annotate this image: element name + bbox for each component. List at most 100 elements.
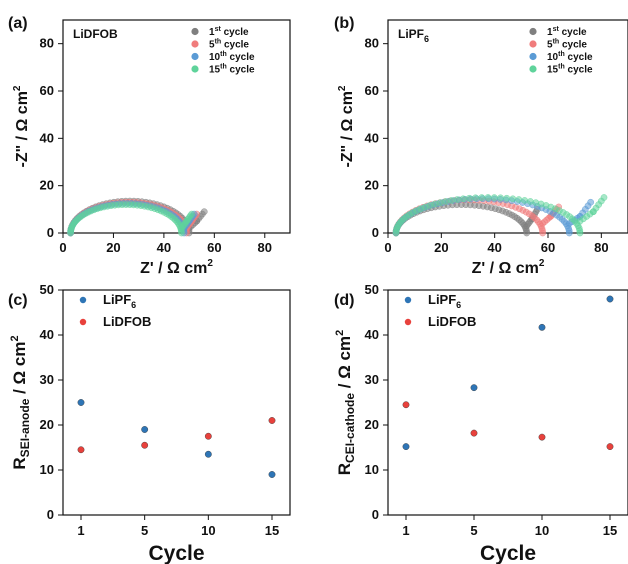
y-tick-label: 50 (365, 282, 379, 297)
data-point-lidfob (268, 417, 276, 424)
legend-label-subscript: 6 (131, 300, 136, 310)
legend-label-number: 5 (209, 40, 215, 51)
y-tick-label: 10 (365, 462, 379, 477)
legend-marker (529, 27, 537, 36)
y-axis-label-superscript: 2 (12, 85, 23, 91)
legend-label-number: 10 (547, 52, 559, 63)
x-axis-label: Cycle (148, 542, 204, 564)
data-point (587, 198, 595, 206)
data-point (459, 195, 467, 203)
data-point (484, 194, 492, 201)
panel-label: (a) (8, 15, 28, 32)
x-tick-label: 1 (77, 523, 84, 538)
legend-marker (529, 40, 537, 48)
x-axis-label-superscript: 2 (539, 258, 545, 269)
data-point (447, 197, 455, 204)
x-tick-label: 10 (535, 523, 549, 538)
data-point (200, 208, 208, 216)
y-axis-label: -Z" / Ω cm2 (12, 85, 31, 167)
y-tick-label: 60 (40, 83, 54, 98)
legend-marker (191, 65, 199, 73)
x-tick-label: 80 (594, 240, 608, 255)
data-point (565, 229, 573, 237)
data-point-lipf (141, 426, 149, 433)
legend-label: LiDFOB (103, 314, 151, 329)
chart-title-main: LiDFOB (73, 27, 118, 41)
data-point-lidfob (470, 429, 478, 437)
legend-label-main: LiPF (428, 292, 456, 307)
data-point-lidfob (204, 432, 212, 440)
y-axis-label: RCEI-cathode / Ω cm2 (334, 330, 357, 476)
data-point-lipf (538, 323, 546, 331)
data-point-lipf (204, 450, 212, 458)
x-tick-label: 40 (487, 240, 501, 255)
legend-label-superscript: th (220, 51, 227, 58)
plot-frame (387, 289, 628, 516)
y-axis-label-main: -Z" / Ω cm (339, 91, 356, 167)
x-axis-label-main: Z' / Ω cm (140, 260, 207, 277)
x-tick-label: 40 (157, 240, 171, 255)
y-tick-label: 20 (40, 417, 54, 432)
y-axis-label: -Z" / Ω cm2 (337, 85, 356, 167)
x-axis-label-superscript: 2 (207, 258, 213, 269)
plot-frame (387, 19, 628, 234)
y-tick-label: 40 (40, 327, 54, 342)
y-axis-label-subscript: CEI-cathode (343, 393, 357, 463)
data-point-lidfob (402, 401, 410, 409)
legend-label-number: 10 (209, 52, 221, 63)
y-tick-label: 0 (372, 225, 379, 240)
legend-marker (191, 27, 199, 36)
legend-label-suffix: cycle (221, 27, 249, 38)
legend-label-superscript: th (220, 64, 227, 71)
data-point-lipf (470, 384, 478, 392)
y-tick-label: 40 (365, 130, 379, 145)
legend-label: 5th cycle (209, 39, 249, 51)
x-tick-label: 20 (106, 240, 120, 255)
legend-label-suffix: cycle (565, 65, 593, 76)
y-tick-label: 30 (40, 372, 54, 387)
y-tick-label: 10 (40, 462, 54, 477)
legend-label-superscript: st (215, 26, 222, 33)
legend-label-main: LiPF (103, 292, 131, 307)
chart-title: LiDFOB (73, 27, 118, 41)
y-tick-label: 0 (47, 225, 54, 240)
y-axis-label-subscript: SEI-anode (18, 398, 32, 457)
y-axis-label-superscript: 2 (334, 330, 346, 336)
y-tick-label: 50 (40, 282, 54, 297)
x-tick-label: 15 (265, 523, 279, 538)
legend-label: 15th cycle (547, 64, 593, 76)
x-tick-label: 80 (258, 240, 272, 255)
legend-label: LiPF6 (103, 292, 136, 310)
legend-label-suffix: cycle (227, 52, 255, 63)
data-point (539, 229, 547, 237)
plot-frame (62, 289, 291, 516)
data-point (509, 195, 517, 203)
data-point-lipf (606, 295, 614, 303)
y-tick-label: 0 (372, 507, 379, 522)
legend-marker (79, 296, 87, 304)
plot-frame (62, 19, 291, 234)
legend-label: 10th cycle (209, 51, 255, 63)
y-axis-label-superscript: 2 (9, 335, 21, 341)
data-point-lipf (268, 471, 276, 478)
legend-label-superscript: th (558, 51, 565, 58)
legend-marker (191, 52, 199, 61)
x-tick-label: 60 (207, 240, 221, 255)
y-axis-label-main: R (335, 463, 354, 475)
y-tick-label: 40 (40, 130, 54, 145)
y-tick-label: 30 (365, 372, 379, 387)
x-tick-label: 60 (541, 240, 555, 255)
data-point-lipf (77, 399, 85, 406)
panel-label: (c) (8, 292, 28, 309)
legend-label-suffix: cycle (227, 65, 255, 76)
y-axis-label-main: R (10, 457, 29, 469)
legend-label-number: 5 (547, 40, 553, 51)
y-tick-label: 60 (365, 83, 379, 98)
data-point (472, 194, 479, 202)
data-point-lidfob (538, 433, 546, 441)
y-axis-label: RSEI-anode / Ω cm2 (9, 335, 32, 469)
y-axis-label-unit: / Ω cm (335, 336, 354, 393)
panel-label: (d) (334, 292, 354, 309)
